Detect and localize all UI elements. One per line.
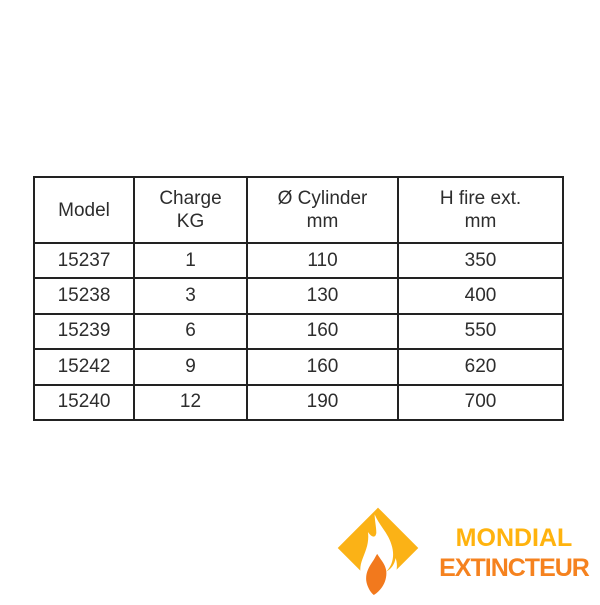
cell-model: 15238 xyxy=(33,277,135,315)
col-header-model: Model xyxy=(33,176,135,244)
cell-charge: 12 xyxy=(133,383,248,422)
cell-height: 350 xyxy=(397,241,564,280)
brand-logo: MONDIAL EXTINCTEUR xyxy=(336,506,600,600)
brand-name-line1: MONDIAL xyxy=(455,523,573,552)
col-header-height: H fire ext. mm xyxy=(397,176,564,244)
cell-charge: 6 xyxy=(133,312,248,351)
cell-cylinder: 190 xyxy=(246,383,399,422)
col-header-cylinder-diameter: Ø Cylinder mm xyxy=(246,176,399,244)
spec-table: Model Charge KG Ø Cylinder mm H fire ext… xyxy=(33,176,564,422)
cell-charge: 1 xyxy=(133,241,248,280)
cell-cylinder: 110 xyxy=(246,241,399,280)
table-row: 15237 1 110 350 xyxy=(33,241,564,280)
cell-height: 620 xyxy=(397,348,564,386)
table-row: 15238 3 130 400 xyxy=(33,277,564,315)
cell-model: 15240 xyxy=(33,383,135,422)
cell-height: 550 xyxy=(397,312,564,351)
cell-model: 15242 xyxy=(33,348,135,386)
cell-height: 400 xyxy=(397,277,564,315)
table-row: 15240 12 190 700 xyxy=(33,383,564,422)
flame-diamond-icon xyxy=(336,506,420,600)
col-header-charge-kg: Charge KG xyxy=(133,176,248,244)
cell-charge: 9 xyxy=(133,348,248,386)
cell-cylinder: 160 xyxy=(246,348,399,386)
brand-name-line2: EXTINCTEUR xyxy=(439,553,590,582)
cell-cylinder: 160 xyxy=(246,312,399,351)
cell-charge: 3 xyxy=(133,277,248,315)
cell-height: 700 xyxy=(397,383,564,422)
cell-cylinder: 130 xyxy=(246,277,399,315)
table-header-row: Model Charge KG Ø Cylinder mm H fire ext… xyxy=(33,176,564,244)
table-row: 15239 6 160 550 xyxy=(33,312,564,351)
cell-model: 15239 xyxy=(33,312,135,351)
table-row: 15242 9 160 620 xyxy=(33,348,564,386)
cell-model: 15237 xyxy=(33,241,135,280)
brand-wordmark: MONDIAL EXTINCTEUR xyxy=(428,523,600,584)
